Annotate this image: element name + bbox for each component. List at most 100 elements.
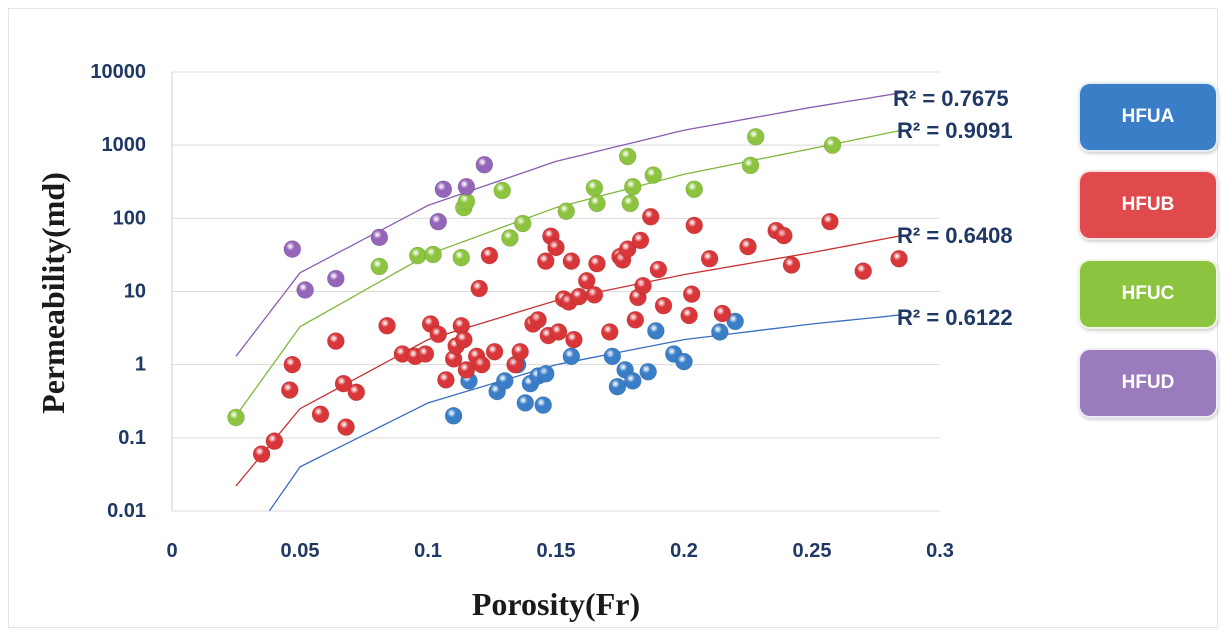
data-point-hfub [570, 287, 588, 306]
data-point-hfub [654, 296, 673, 315]
data-point-hfua [562, 347, 581, 366]
data-point-hfub [562, 252, 581, 271]
data-point-hfub [713, 304, 732, 323]
data-point-hfub [454, 330, 473, 349]
trend-line-hfuc [235, 129, 902, 417]
data-point-hfuc [741, 156, 760, 175]
trend-line-hfua [268, 314, 902, 512]
data-point-hfuc [493, 181, 512, 200]
r-squared-label-hfua: R² = 0.6122 [897, 305, 1013, 330]
data-point-hfuc [370, 257, 389, 276]
data-point-hfuc [408, 246, 427, 265]
data-point-hfub [618, 240, 637, 258]
data-point-hfua [495, 371, 514, 390]
data-point-hfub [739, 237, 757, 256]
data-point-hfub [626, 310, 645, 329]
data-point-hfub [437, 370, 455, 389]
data-point-hfub [334, 374, 353, 393]
axes: 0.01 0.1 1 10 100 1000 10000 0 0.05 0.1 0.15 0.2 0.2… [90, 61, 954, 562]
data-point-hfub [782, 256, 801, 274]
data-point-hfub [337, 418, 355, 437]
r-squared-label-hfud: R² = 0.7675 [893, 86, 1009, 111]
data-point-hfua [516, 394, 535, 412]
data-point-hfub [280, 381, 299, 399]
data-point-hfua [444, 406, 463, 425]
data-point-hfuc [621, 194, 640, 213]
data-point-hfua [710, 323, 729, 341]
data-point-hfub [485, 342, 504, 361]
data-point-hfud [434, 180, 453, 199]
data-point-hfuc [644, 166, 663, 184]
data-point-hfud [370, 228, 389, 247]
data-point-hfub [641, 207, 660, 226]
y-tick-label: 100 [113, 207, 146, 229]
data-point-hfuc [823, 136, 842, 155]
data-point-hfua [639, 362, 658, 381]
data-point-hfua [608, 377, 627, 396]
data-point-hfub [470, 279, 489, 298]
data-point-hfub [480, 246, 499, 265]
data-point-hfub [457, 360, 476, 379]
data-point-hfua [603, 347, 622, 366]
data-point-hfud [326, 269, 345, 288]
data-point-hfuc [557, 202, 576, 221]
data-point-hfub [680, 306, 699, 325]
data-point-hfud [429, 212, 448, 231]
x-tick-label: 0.1 [414, 540, 442, 562]
data-point-hfuc [618, 147, 637, 166]
data-point-hfua [534, 396, 553, 415]
data-point-hfua [675, 352, 693, 371]
x-axis-label: Porosity(Fr) [472, 586, 640, 622]
data-point-hfub [429, 325, 448, 344]
data-point-hfud [475, 155, 494, 174]
data-point-hfub [265, 432, 284, 451]
data-point-hfub [649, 260, 668, 279]
y-tick-label: 10 [124, 281, 146, 303]
data-point-hfub [311, 405, 330, 424]
data-point-hfuc [424, 245, 443, 264]
data-point-hfuc [623, 177, 642, 196]
x-tick-label: 0.25 [793, 540, 832, 562]
x-tick-label: 0.2 [670, 540, 698, 562]
y-axis-label: Permeability(md) [35, 172, 71, 414]
data-point-hfub [631, 231, 650, 250]
data-point-hfub [549, 323, 568, 341]
y-tick-label: 10000 [90, 61, 146, 83]
data-point-hfud [457, 177, 476, 196]
data-point-hfub [378, 316, 396, 335]
x-tick-label: 0.3 [926, 540, 954, 562]
data-point-hfub [529, 310, 547, 329]
data-point-hfub [416, 345, 435, 363]
data-point-hfuc [585, 179, 604, 197]
data-point-hfub [511, 342, 530, 361]
chart-frame [8, 8, 1218, 628]
data-point-hfub [577, 271, 596, 290]
data-point-hfuc [746, 127, 765, 146]
grid-lines [172, 71, 940, 512]
data-point-hfub [890, 249, 908, 268]
data-point-hfuc [588, 194, 606, 213]
legend-hfud: HFUD [1078, 348, 1218, 418]
data-point-hfuc [452, 248, 471, 267]
y-tick-label: 0.1 [118, 427, 146, 449]
data-point-hfua [726, 312, 745, 331]
data-point-hfub [547, 238, 565, 257]
legend-hfub: HFUB [1078, 170, 1218, 240]
data-point-hfub [588, 254, 606, 273]
y-tick-label: 1000 [102, 134, 147, 156]
data-point-hfub [326, 332, 345, 350]
data-point-hfua [536, 364, 555, 383]
x-tick-label: 0.15 [537, 540, 576, 562]
data-point-hfuc [501, 229, 519, 247]
r-squared-label-hfub: R² = 0.6408 [897, 223, 1013, 248]
data-point-hfub [685, 216, 704, 235]
data-point-hfub [283, 355, 302, 374]
data-points [227, 127, 908, 463]
data-point-hfub [600, 323, 619, 341]
data-point-hfub [585, 285, 604, 304]
data-point-hfub [536, 252, 555, 271]
data-point-hfud [283, 240, 302, 258]
trend-labels: R² = 0.6122 R² = 0.6408 R² = 0.9091 R² = 0.… [893, 86, 1013, 330]
trend-line-hfud [235, 92, 902, 357]
